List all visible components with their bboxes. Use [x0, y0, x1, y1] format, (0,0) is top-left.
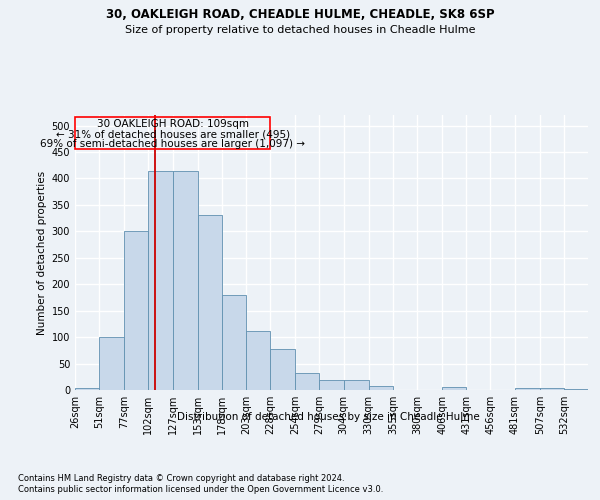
Text: 30 OAKLEIGH ROAD: 109sqm: 30 OAKLEIGH ROAD: 109sqm: [97, 119, 248, 129]
Bar: [442, 388, 466, 390]
Text: 69% of semi-detached houses are larger (1,097) →: 69% of semi-detached houses are larger (…: [40, 139, 305, 149]
Bar: [75, 117, 270, 149]
Bar: [319, 380, 344, 390]
Bar: [368, 386, 393, 390]
Text: Contains HM Land Registry data © Crown copyright and database right 2024.: Contains HM Land Registry data © Crown c…: [18, 474, 344, 483]
Bar: [344, 380, 368, 390]
Bar: [295, 373, 319, 390]
Bar: [539, 388, 564, 390]
Bar: [222, 295, 246, 390]
Text: Size of property relative to detached houses in Cheadle Hulme: Size of property relative to detached ho…: [125, 25, 475, 35]
Bar: [246, 331, 270, 390]
Text: Contains public sector information licensed under the Open Government Licence v3: Contains public sector information licen…: [18, 485, 383, 494]
Text: 30, OAKLEIGH ROAD, CHEADLE HULME, CHEADLE, SK8 6SP: 30, OAKLEIGH ROAD, CHEADLE HULME, CHEADL…: [106, 8, 494, 20]
Bar: [173, 170, 197, 390]
Y-axis label: Number of detached properties: Number of detached properties: [37, 170, 47, 334]
Bar: [515, 388, 539, 390]
Text: ← 31% of detached houses are smaller (495): ← 31% of detached houses are smaller (49…: [56, 129, 290, 139]
Bar: [124, 232, 148, 390]
Bar: [75, 388, 99, 390]
Bar: [197, 216, 222, 390]
Bar: [564, 389, 588, 390]
Bar: [148, 170, 173, 390]
Bar: [99, 337, 124, 390]
Text: Distribution of detached houses by size in Cheadle Hulme: Distribution of detached houses by size …: [178, 412, 480, 422]
Bar: [270, 350, 295, 390]
